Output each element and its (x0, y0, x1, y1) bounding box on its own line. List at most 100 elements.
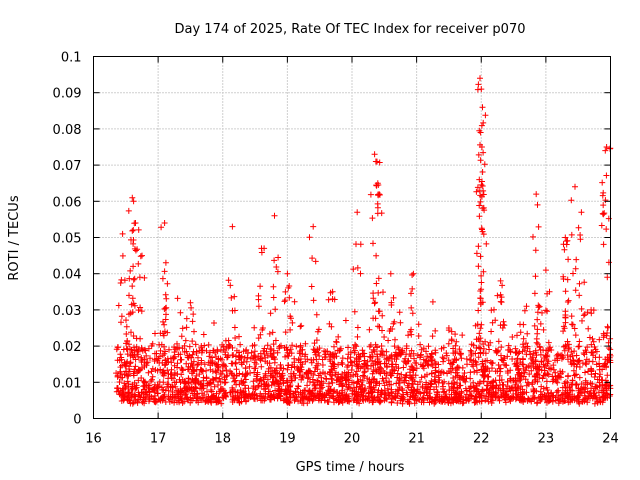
data-point (584, 309, 591, 316)
y-tick-label: 0.06 (53, 195, 82, 210)
data-point (475, 354, 482, 361)
data-point (477, 75, 483, 82)
data-point (247, 370, 254, 376)
data-point (376, 358, 383, 365)
data-point (220, 387, 227, 394)
data-point (378, 210, 385, 217)
data-point (138, 308, 145, 315)
data-point (525, 381, 532, 388)
data-point (149, 365, 156, 372)
data-point (568, 231, 575, 238)
data-point (181, 342, 188, 349)
data-point (536, 344, 543, 351)
data-point (162, 291, 169, 298)
data-point (257, 350, 264, 357)
data-point (405, 332, 412, 339)
data-point (535, 302, 542, 309)
data-point (394, 400, 401, 406)
data-point (534, 341, 541, 347)
data-point (467, 347, 474, 354)
data-point (591, 374, 598, 380)
data-point (204, 382, 211, 389)
data-point (570, 367, 577, 374)
data-point (351, 349, 358, 356)
data-point (166, 346, 172, 353)
data-point (534, 316, 541, 323)
data-point (423, 379, 430, 386)
data-point (504, 383, 511, 390)
data-point (198, 349, 205, 356)
data-point (153, 398, 160, 405)
data-point (118, 370, 124, 377)
data-point (123, 317, 129, 324)
data-point (148, 368, 155, 375)
data-point (372, 299, 379, 306)
data-point (534, 309, 541, 316)
data-point (368, 349, 375, 356)
data-point (334, 373, 341, 380)
data-point (162, 348, 169, 355)
data-point (446, 387, 453, 393)
data-point (316, 353, 323, 359)
data-point (316, 392, 323, 399)
data-point (163, 295, 170, 302)
data-point (440, 355, 447, 362)
data-point (378, 366, 385, 372)
data-point (146, 389, 153, 396)
data-point (376, 399, 383, 406)
data-point (471, 368, 478, 375)
data-point (204, 388, 210, 395)
data-point (428, 353, 434, 360)
data-point (246, 363, 253, 370)
data-point (369, 357, 375, 364)
data-point (467, 384, 474, 391)
data-point (409, 310, 416, 317)
data-point (344, 376, 351, 383)
data-point (148, 393, 155, 400)
data-point (394, 386, 401, 393)
data-point (408, 290, 414, 297)
data-point (456, 350, 463, 357)
data-point (396, 376, 403, 383)
data-point (526, 371, 533, 378)
data-point (492, 377, 499, 384)
data-point (267, 370, 274, 377)
data-point (534, 330, 541, 337)
data-point (266, 330, 273, 337)
data-point (479, 169, 486, 175)
data-point (475, 151, 482, 158)
data-point (264, 360, 271, 366)
data-point (242, 376, 249, 383)
data-point (435, 379, 442, 386)
data-point (589, 335, 596, 342)
data-point (190, 311, 197, 318)
data-point (388, 299, 395, 306)
data-point (137, 253, 144, 260)
data-point (432, 347, 439, 354)
data-point (182, 337, 189, 344)
data-point (190, 358, 197, 365)
data-point (289, 319, 296, 326)
data-point (545, 371, 552, 378)
data-point (169, 383, 176, 390)
data-point (145, 345, 152, 352)
data-point (319, 393, 326, 400)
data-point (385, 337, 392, 344)
data-point (269, 354, 276, 360)
data-point (578, 305, 585, 312)
data-point (309, 255, 316, 262)
data-point (592, 370, 599, 377)
data-point (429, 298, 436, 305)
data-point (147, 355, 153, 362)
data-point (374, 200, 381, 207)
data-point (561, 347, 568, 354)
data-point (390, 294, 397, 301)
data-point (490, 388, 497, 395)
data-point (117, 351, 124, 358)
data-point (488, 307, 495, 314)
data-point (119, 374, 126, 381)
data-point (338, 359, 345, 366)
data-point (600, 211, 607, 218)
data-point (130, 333, 137, 339)
data-point (183, 324, 190, 331)
